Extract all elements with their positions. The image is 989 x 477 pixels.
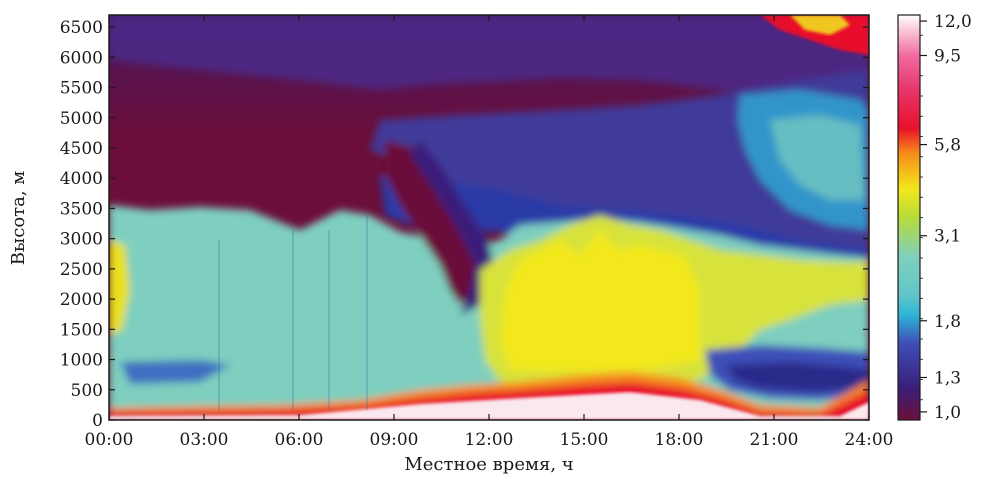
y-tick-label: 2000 <box>60 290 103 310</box>
colorbar-tick-label: 9,5 <box>934 47 961 67</box>
y-tick-label: 3500 <box>60 199 103 219</box>
colorbar <box>897 14 921 421</box>
x-tick-label: 12:00 <box>465 430 514 450</box>
x-tick-label: 18:00 <box>655 430 704 450</box>
colorbar-axis: 12,0 9,5 5,8 3,1 1,8 1,3 1,0 <box>920 12 972 423</box>
colorbar-tick-label: 3,1 <box>934 227 961 247</box>
right-light-cloud <box>770 115 865 200</box>
x-tick-label: 24:00 <box>845 430 894 450</box>
y-tick-label: 5500 <box>60 79 103 99</box>
y-tick-label: 1500 <box>60 320 103 340</box>
y-tick-label: 3000 <box>60 230 103 250</box>
upper-purple-haze <box>109 15 869 110</box>
y-tick-label: 4000 <box>60 169 103 189</box>
colorbar-tick-label: 5,8 <box>934 136 961 156</box>
y-tick-label: 5000 <box>60 109 103 129</box>
y-tick-label: 6000 <box>60 48 103 68</box>
right-lower-dark <box>725 362 869 392</box>
y-tick-label: 500 <box>71 381 103 401</box>
dark-intrusion <box>385 140 485 305</box>
top-right-yellow <box>790 15 850 35</box>
y-tick-label: 4500 <box>60 139 103 159</box>
x-tick-label: 00:00 <box>85 430 134 450</box>
dark-intrusion-edge <box>410 140 495 315</box>
y-tick-label: 6500 <box>60 18 103 38</box>
heatmap-field <box>109 15 869 420</box>
colorbar-tick-label: 1,3 <box>934 368 961 388</box>
x-axis: 00:00 03:00 06:00 09:00 12:00 15:00 18:00 21:00… <box>85 15 894 450</box>
left-lower-streak <box>120 360 230 384</box>
y-tick-label: 0 <box>92 411 103 431</box>
x-tick-label: 15:00 <box>560 430 609 450</box>
x-tick-label: 21:00 <box>750 430 799 450</box>
y-tick-label: 2500 <box>60 260 103 280</box>
x-tick-label: 03:00 <box>180 430 229 450</box>
x-tick-label: 09:00 <box>370 430 419 450</box>
colorbar-tick-label: 12,0 <box>934 12 972 32</box>
x-axis-title: Местное время, ч <box>404 454 573 475</box>
y-tick-label: 1000 <box>60 351 103 371</box>
left-yellow-patch <box>109 240 130 335</box>
surface-white-rim <box>109 392 869 420</box>
vertical-streaks <box>218 215 368 410</box>
y-axis: 0 500 1000 1500 2000 2500 3000 3500 4000 4500 5000… <box>60 18 869 431</box>
colorbar-tick-label: 1,8 <box>934 312 961 332</box>
y-axis-title: Высота, м <box>8 171 29 266</box>
x-tick-label: 06:00 <box>275 430 324 450</box>
aerosol-core-bright <box>500 230 700 372</box>
colorbar-tick-label: 1,0 <box>934 403 961 423</box>
